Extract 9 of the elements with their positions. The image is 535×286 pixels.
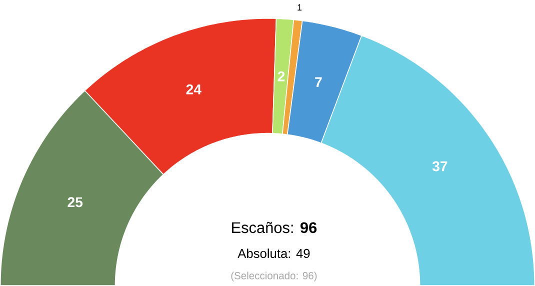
data-label: 24 (186, 84, 202, 94)
text: Escaños: 96 (232, 222, 317, 234)
data-label: 7 (315, 77, 322, 88)
data-label: 2 (278, 71, 285, 82)
data-label: 37 (432, 161, 448, 172)
data-label: 25 (68, 197, 83, 208)
text: Absoluta: 49 (238, 248, 310, 258)
data-label: 1 (298, 4, 302, 10)
text: (Seleccionado: 96) (231, 272, 317, 282)
